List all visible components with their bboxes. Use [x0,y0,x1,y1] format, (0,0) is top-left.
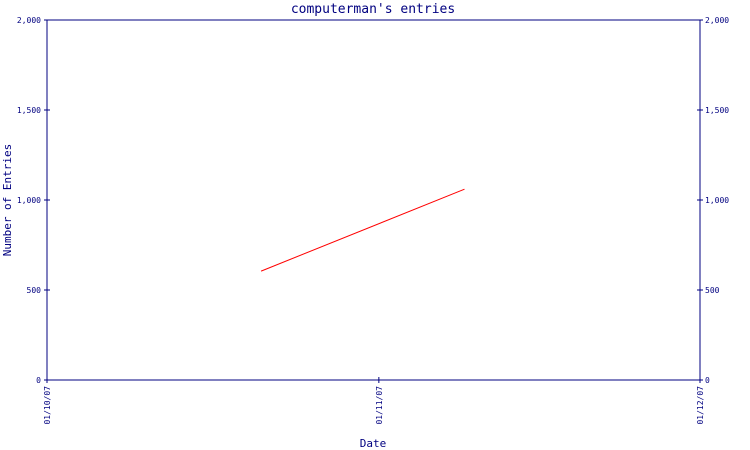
y-tick-label-left: 1,000 [17,196,41,205]
y-tick-label-right: 500 [705,286,720,295]
y-tick-label-left: 0 [36,376,41,385]
series-layer [260,188,465,272]
x-tick-label: 01/10/07 [43,386,52,425]
left-y-axis: 0 500 1,000 1,500 2,000 [17,16,50,385]
y-tick-label-left: 2,000 [17,16,41,25]
x-axis-label: Date [360,437,387,450]
x-tick-label: 01/11/07 [375,386,384,425]
y-tick-label-right: 1,500 [705,106,729,115]
plot-frame [46,19,701,381]
x-axis: 01/10/07 01/11/07 01/12/07 [43,377,705,425]
right-y-axis: 0 500 1,000 1,500 2,000 [697,16,729,385]
x-tick-label: 01/12/07 [696,386,705,425]
chart-title: computerman's entries [291,2,455,17]
y-tick-label-left: 500 [27,286,42,295]
y-tick-label-right: 0 [705,376,710,385]
series-line [260,188,465,272]
y-tick-label-right: 1,000 [705,196,729,205]
y-tick-label-right: 2,000 [705,16,729,25]
y-tick-label-left: 1,500 [17,106,41,115]
y-axis-label: Number of Entries [1,144,14,257]
